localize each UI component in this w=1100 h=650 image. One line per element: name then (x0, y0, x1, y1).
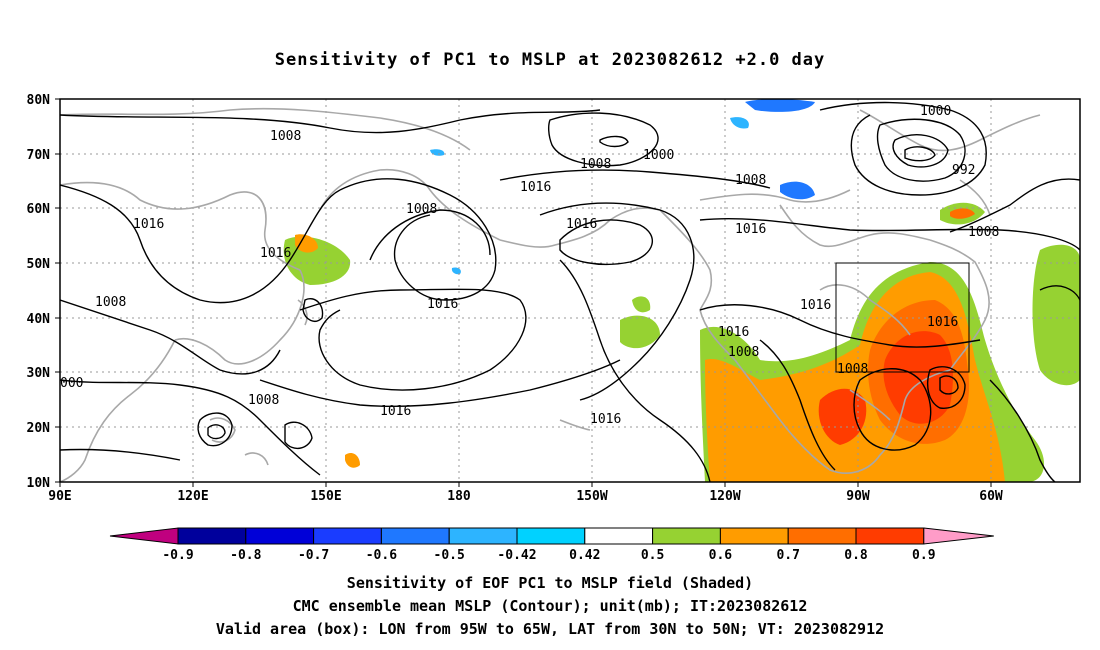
colorbar-label: 0.6 (709, 548, 733, 563)
contour-label: 1008 (95, 295, 126, 310)
lat-tick-label: 20N (27, 421, 51, 436)
colorbar-label: -0.7 (298, 548, 329, 563)
contour-label: 1008 (248, 393, 279, 408)
colorbar-swatch (584, 527, 654, 545)
colorbar-swatch (787, 527, 857, 545)
colorbar-arrow-right (923, 527, 994, 545)
contour-label: 1016 (380, 404, 411, 419)
lat-tick-labels: 80N 70N 60N 50N 40N 30N 20N 10N (27, 93, 51, 491)
valid-area-box (835, 262, 970, 373)
colorbar-label: -0.9 (162, 548, 193, 563)
lon-tick-label: 60W (979, 489, 1003, 504)
colorbar-label: 0.42 (569, 548, 600, 563)
contour-label: 000 (60, 376, 83, 391)
map-title: Sensitivity of PC1 to MSLP at 2023082612… (274, 50, 826, 70)
caption-line-1: Sensitivity of EOF PC1 to MSLP field (Sh… (346, 574, 754, 592)
lat-tick-label: 60N (27, 202, 51, 217)
blue-shade-arctic (745, 99, 815, 112)
lat-tick-label: 50N (27, 257, 51, 272)
colorbar-swatch (245, 527, 315, 545)
caption-line-3: Valid area (box): LON from 95W to 65W, L… (215, 620, 885, 638)
colorbar-swatch (855, 527, 925, 545)
contour-label: 1016 (260, 246, 291, 261)
colorbar-label: 0.5 (641, 548, 664, 563)
contour-label-group: 1008 1016 1008 1000 1008 1000 992 1016 1… (60, 104, 999, 419)
lon-tick-label: 180 (447, 489, 471, 504)
colorbar-swatch (380, 527, 450, 545)
contour-label: 1008 (735, 173, 766, 188)
colorbar-label: -0.42 (497, 548, 536, 563)
blue-shade-baffin (780, 181, 815, 200)
green-shade-pacific-2 (632, 296, 651, 313)
contour-label: 1008 (837, 362, 868, 377)
lat-tick-label: 10N (27, 476, 51, 491)
colorbar-label: -0.8 (230, 548, 261, 563)
tick-marks (55, 98, 992, 487)
contour-label: 1016 (590, 412, 621, 427)
colorbar-label: 0.8 (844, 548, 868, 563)
contour-label: 1016 (718, 325, 749, 340)
lon-tick-label: 120E (177, 489, 208, 504)
plot-frame (59, 98, 1081, 483)
green-shade-east (1032, 244, 1080, 386)
contour-label: 1016 (735, 222, 766, 237)
cyan-shade-pacific (451, 267, 461, 275)
lat-tick-label: 40N (27, 312, 51, 327)
green-shade-pacific (620, 315, 660, 349)
contour-label: 1016 (927, 315, 958, 330)
contour-label: 1016 (800, 298, 831, 313)
colorbar-swatch (652, 527, 721, 545)
contour-label: 1008 (728, 345, 759, 360)
lon-tick-label: 90W (846, 489, 870, 504)
colorbar: -0.9 -0.8 -0.7 -0.6 -0.5 -0.42 0.42 0.5 0.6 0.7 0.… (109, 527, 994, 563)
contour-label: 1000 (920, 104, 951, 119)
colorbar-label: 0.9 (912, 548, 935, 563)
colorbar-arrow-left (109, 527, 179, 545)
lon-tick-label: 120W (709, 489, 740, 504)
colorbar-label: 0.7 (776, 548, 799, 563)
mslp-contours (60, 101, 1080, 482)
contour-label: 1008 (580, 157, 611, 172)
lat-tick-label: 80N (27, 93, 51, 108)
lon-tick-labels: 90E 120E 150E 180 150W 120W 90W 60W (48, 489, 1003, 504)
orange-shade-greenland (950, 208, 975, 219)
colorbar-swatch (516, 527, 586, 545)
colorbar-label: -0.6 (366, 548, 397, 563)
lon-tick-label: 90E (48, 489, 71, 504)
colorbar-swatch (313, 527, 382, 545)
orange-shade-tropics (345, 453, 360, 468)
contour-label: 1000 (643, 148, 674, 163)
orange-shade-japan (295, 234, 318, 253)
colorbar-swatch (719, 527, 789, 545)
contour-label: 1008 (270, 129, 301, 144)
contour-label: 1016 (133, 217, 164, 232)
contour-label: 1016 (520, 180, 551, 195)
lon-tick-label: 150E (310, 489, 341, 504)
contour-label: 1016 (427, 297, 458, 312)
lat-tick-label: 30N (27, 366, 51, 381)
contour-label: 1016 (566, 217, 597, 232)
colorbar-swatch (448, 527, 518, 545)
lat-tick-label: 70N (27, 148, 51, 163)
coastlines (60, 107, 1041, 482)
contour-label: 1008 (968, 225, 999, 240)
contour-label: 1008 (406, 202, 437, 217)
colorbar-label: -0.5 (434, 548, 465, 563)
colorbar-swatch (177, 527, 247, 545)
caption-line-2: CMC ensemble mean MSLP (Contour); unit(m… (292, 597, 808, 615)
contour-label: 992 (952, 163, 975, 178)
lon-tick-label: 150W (576, 489, 607, 504)
cyan-shade-arctic (730, 117, 749, 129)
